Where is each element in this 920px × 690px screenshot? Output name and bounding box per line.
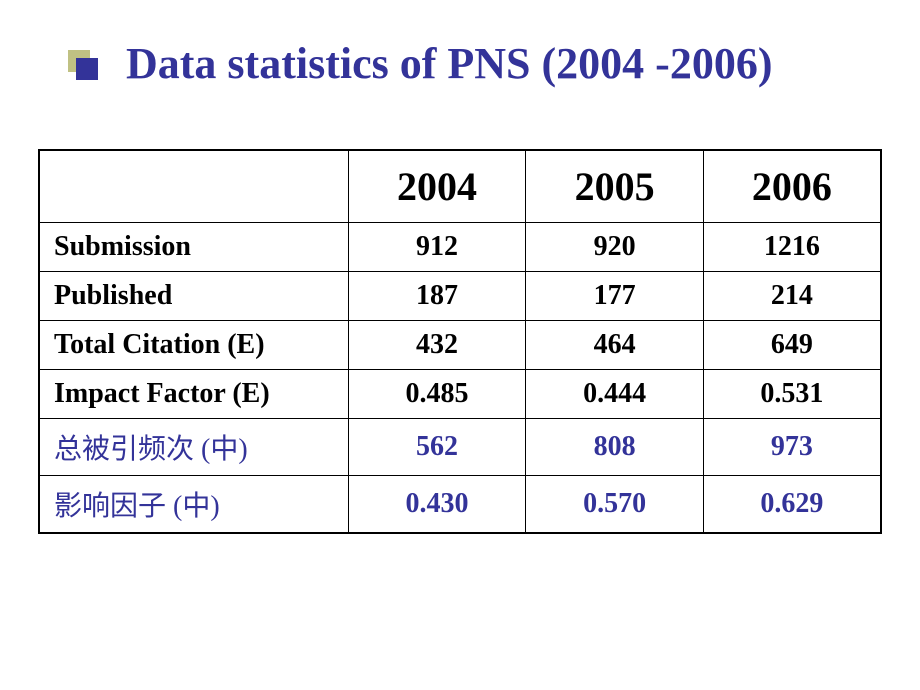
row-value: 562 bbox=[348, 419, 526, 476]
row-label: 总被引频次 (中) bbox=[39, 419, 348, 476]
row-label: 影响因子 (中) bbox=[39, 476, 348, 534]
row-label: Impact Factor (E) bbox=[39, 370, 348, 419]
row-value: 912 bbox=[348, 223, 526, 272]
header-2004: 2004 bbox=[348, 150, 526, 223]
row-value: 0.629 bbox=[703, 476, 881, 534]
bullet-icon bbox=[68, 50, 96, 78]
row-value: 0.485 bbox=[348, 370, 526, 419]
row-value: 920 bbox=[526, 223, 704, 272]
row-value: 1216 bbox=[703, 223, 881, 272]
header-blank bbox=[39, 150, 348, 223]
table-header-row: 2004 2005 2006 bbox=[39, 150, 881, 223]
table-row: Submission 912 920 1216 bbox=[39, 223, 881, 272]
row-label: Total Citation (E) bbox=[39, 321, 348, 370]
header-2005: 2005 bbox=[526, 150, 704, 223]
row-value: 0.444 bbox=[526, 370, 704, 419]
row-value: 649 bbox=[703, 321, 881, 370]
row-value: 214 bbox=[703, 272, 881, 321]
title-container: Data statistics of PNS (2004 -2006) bbox=[0, 0, 920, 89]
row-label: Submission bbox=[39, 223, 348, 272]
row-label: Published bbox=[39, 272, 348, 321]
table-row: 总被引频次 (中) 562 808 973 bbox=[39, 419, 881, 476]
header-2006: 2006 bbox=[703, 150, 881, 223]
row-value: 187 bbox=[348, 272, 526, 321]
table-row: Published 187 177 214 bbox=[39, 272, 881, 321]
row-value: 432 bbox=[348, 321, 526, 370]
row-value: 0.570 bbox=[526, 476, 704, 534]
row-value: 808 bbox=[526, 419, 704, 476]
row-value: 0.531 bbox=[703, 370, 881, 419]
row-value: 0.430 bbox=[348, 476, 526, 534]
table-row: Total Citation (E) 432 464 649 bbox=[39, 321, 881, 370]
row-value: 973 bbox=[703, 419, 881, 476]
page-title: Data statistics of PNS (2004 -2006) bbox=[126, 38, 772, 89]
data-table: 2004 2005 2006 Submission 912 920 1216 P… bbox=[38, 149, 882, 534]
row-value: 464 bbox=[526, 321, 704, 370]
table-row: Impact Factor (E) 0.485 0.444 0.531 bbox=[39, 370, 881, 419]
table-row: 影响因子 (中) 0.430 0.570 0.629 bbox=[39, 476, 881, 534]
table-container: 2004 2005 2006 Submission 912 920 1216 P… bbox=[0, 149, 920, 534]
row-value: 177 bbox=[526, 272, 704, 321]
